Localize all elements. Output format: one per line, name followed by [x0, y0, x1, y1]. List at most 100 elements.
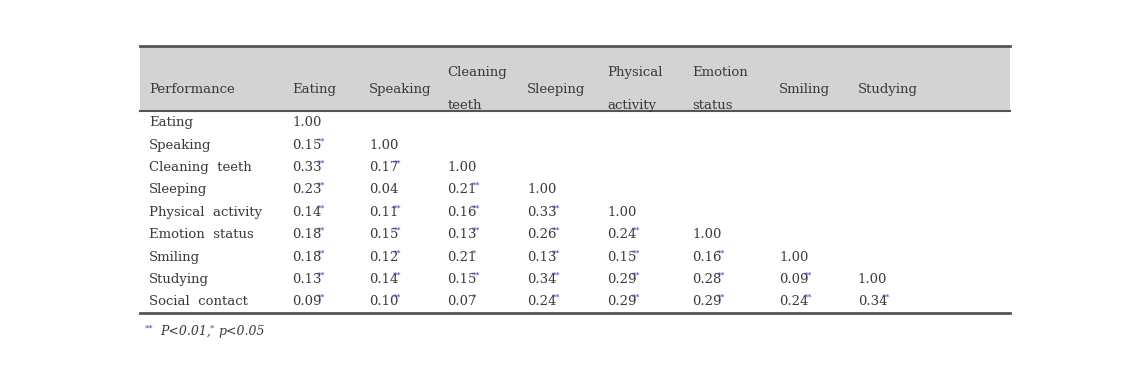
- Text: **: **: [316, 204, 325, 213]
- Text: *: *: [471, 249, 476, 257]
- Text: **: **: [393, 249, 402, 257]
- Text: 1.00: 1.00: [857, 273, 888, 286]
- Text: Emotion  status: Emotion status: [149, 228, 254, 241]
- Text: *: *: [210, 325, 214, 332]
- Text: **: **: [717, 271, 725, 280]
- Text: **: **: [632, 294, 640, 302]
- Text: **: **: [551, 271, 560, 280]
- Text: **: **: [316, 227, 325, 235]
- Text: 0.13: 0.13: [293, 273, 322, 286]
- Text: **: **: [717, 249, 725, 257]
- Text: Emotion: Emotion: [692, 66, 748, 79]
- Text: 0.18: 0.18: [293, 251, 322, 263]
- Text: **: **: [882, 294, 890, 302]
- Text: **: **: [551, 294, 560, 302]
- Text: **: **: [316, 137, 325, 145]
- Text: 0.07: 0.07: [448, 295, 477, 308]
- Text: 0.29: 0.29: [607, 295, 636, 308]
- Text: **: **: [316, 294, 325, 302]
- Text: 0.26: 0.26: [527, 228, 557, 241]
- Text: 0.13: 0.13: [448, 228, 477, 241]
- Text: p<0.05: p<0.05: [219, 325, 265, 338]
- Text: 0.28: 0.28: [692, 273, 721, 286]
- Text: **: **: [471, 204, 480, 213]
- Text: activity: activity: [607, 99, 656, 112]
- Text: **: **: [393, 159, 402, 167]
- Text: **: **: [471, 182, 480, 190]
- Text: Speaking: Speaking: [369, 83, 432, 96]
- Text: 0.24: 0.24: [607, 228, 636, 241]
- Text: Eating: Eating: [149, 116, 193, 129]
- Text: **: **: [632, 249, 640, 257]
- Text: Eating: Eating: [293, 83, 337, 96]
- Text: 0.18: 0.18: [293, 228, 322, 241]
- Text: Cleaning: Cleaning: [448, 66, 507, 79]
- Text: **: **: [803, 271, 812, 280]
- Text: 1.00: 1.00: [692, 228, 721, 241]
- Text: 1.00: 1.00: [527, 183, 557, 196]
- Text: 1.00: 1.00: [780, 251, 809, 263]
- Text: 0.09: 0.09: [293, 295, 322, 308]
- Text: Sleeping: Sleeping: [527, 83, 586, 96]
- Text: Smiling: Smiling: [149, 251, 200, 263]
- Text: **: **: [551, 249, 560, 257]
- Text: 0.34: 0.34: [857, 295, 888, 308]
- Text: Studying: Studying: [857, 83, 918, 96]
- Text: 0.21: 0.21: [448, 251, 477, 263]
- Text: 0.15: 0.15: [607, 251, 636, 263]
- Text: 1.00: 1.00: [448, 161, 477, 174]
- Text: 0.15: 0.15: [293, 139, 322, 152]
- Text: Smiling: Smiling: [780, 83, 830, 96]
- Text: 0.17: 0.17: [369, 161, 398, 174]
- Text: 0.29: 0.29: [607, 273, 636, 286]
- Text: 0.14: 0.14: [369, 273, 398, 286]
- Text: **: **: [393, 294, 402, 302]
- Text: Studying: Studying: [149, 273, 209, 286]
- FancyBboxPatch shape: [140, 46, 1010, 111]
- Text: **: **: [393, 204, 402, 213]
- Text: 0.16: 0.16: [692, 251, 721, 263]
- Text: **: **: [316, 159, 325, 167]
- Text: Social  contact: Social contact: [149, 295, 248, 308]
- Text: 0.21: 0.21: [448, 183, 477, 196]
- Text: Cleaning  teeth: Cleaning teeth: [149, 161, 251, 174]
- Text: 1.00: 1.00: [293, 116, 322, 129]
- Text: **: **: [551, 204, 560, 213]
- Text: 0.10: 0.10: [369, 295, 398, 308]
- Text: 1.00: 1.00: [607, 206, 636, 219]
- Text: Sleeping: Sleeping: [149, 183, 208, 196]
- Text: 0.15: 0.15: [369, 228, 398, 241]
- Text: 0.34: 0.34: [527, 273, 557, 286]
- Text: 0.15: 0.15: [448, 273, 477, 286]
- Text: P<0.01,: P<0.01,: [160, 325, 211, 338]
- Text: 1.00: 1.00: [369, 139, 398, 152]
- Text: 0.24: 0.24: [527, 295, 557, 308]
- Text: **: **: [393, 227, 402, 235]
- Text: Performance: Performance: [149, 83, 234, 96]
- Text: **: **: [551, 227, 560, 235]
- Text: Physical: Physical: [607, 66, 663, 79]
- Text: *: *: [471, 294, 476, 302]
- Text: 0.09: 0.09: [780, 273, 809, 286]
- Text: 0.33: 0.33: [527, 206, 557, 219]
- Text: 0.23: 0.23: [293, 183, 322, 196]
- Text: **: **: [316, 182, 325, 190]
- Text: status: status: [692, 99, 733, 112]
- Text: **: **: [316, 249, 325, 257]
- Text: **: **: [145, 325, 153, 332]
- Text: 0.13: 0.13: [527, 251, 557, 263]
- Text: **: **: [393, 271, 402, 280]
- Text: 0.12: 0.12: [369, 251, 398, 263]
- Text: 0.11: 0.11: [369, 206, 398, 219]
- Text: 0.24: 0.24: [780, 295, 809, 308]
- Text: Speaking: Speaking: [149, 139, 211, 152]
- Text: 0.29: 0.29: [692, 295, 721, 308]
- Text: teeth: teeth: [448, 99, 481, 112]
- Text: **: **: [717, 294, 725, 302]
- Text: **: **: [803, 294, 812, 302]
- Text: **: **: [632, 271, 640, 280]
- Text: 0.33: 0.33: [293, 161, 322, 174]
- Text: 0.14: 0.14: [293, 206, 322, 219]
- Text: Physical  activity: Physical activity: [149, 206, 263, 219]
- Text: 0.04: 0.04: [369, 183, 398, 196]
